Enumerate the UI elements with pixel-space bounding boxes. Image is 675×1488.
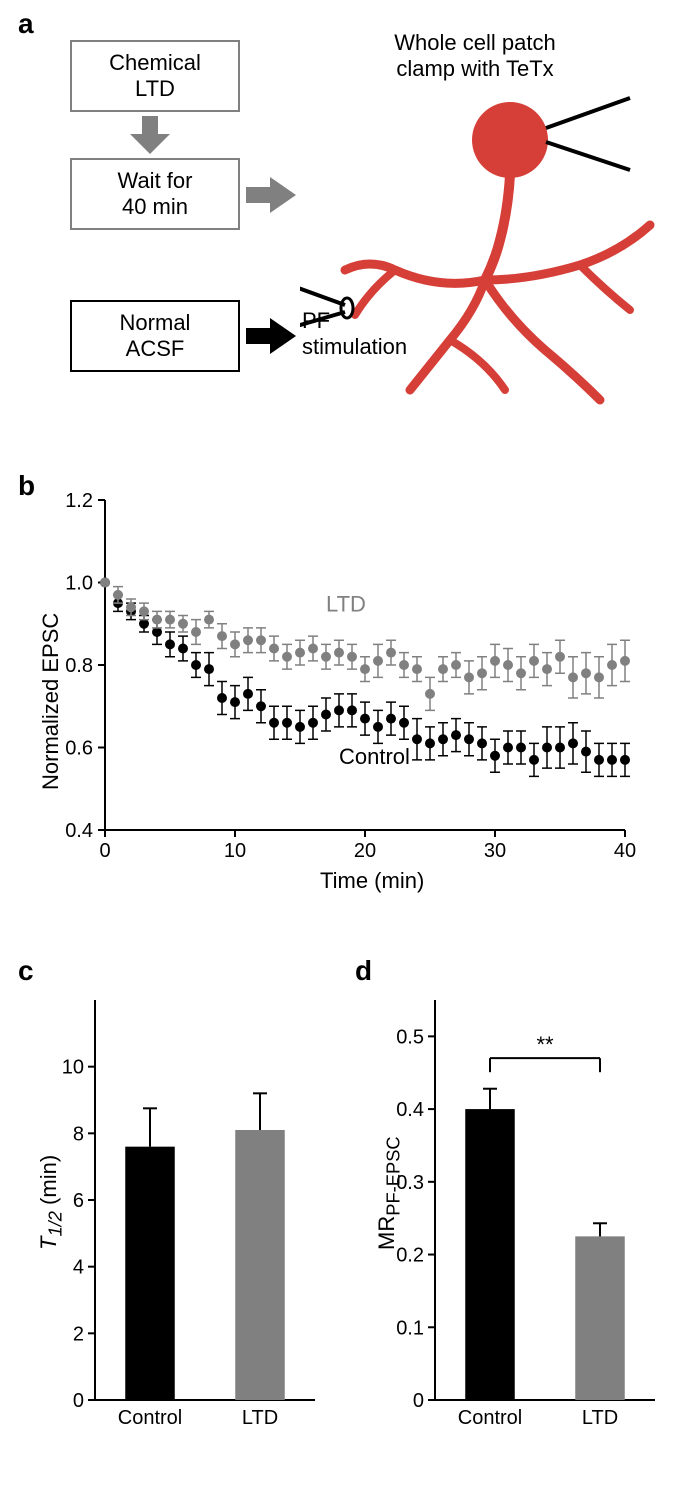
svg-text:0.6: 0.6 [65, 738, 93, 760]
chart-b-ylabel: Normalized EPSC [38, 613, 64, 790]
svg-text:Control: Control [458, 1407, 522, 1429]
svg-text:0.4: 0.4 [65, 820, 93, 842]
svg-text:0.1: 0.1 [396, 1317, 424, 1339]
arrow-right-gray-icon [244, 173, 300, 217]
svg-text:0: 0 [99, 840, 110, 862]
text-whole-cell-content: Whole cell patch clamp with TeTx [394, 30, 555, 81]
svg-text:0.4: 0.4 [396, 1099, 424, 1121]
svg-text:8: 8 [73, 1123, 84, 1145]
panel-d: 00.10.20.30.40.5ControlLTD** MRPF-EPSC [340, 950, 670, 1480]
svg-text:**: ** [536, 1032, 554, 1057]
svg-text:LTD: LTD [242, 1407, 278, 1429]
svg-text:20: 20 [354, 840, 376, 862]
svg-text:6: 6 [73, 1190, 84, 1212]
svg-text:1.0: 1.0 [65, 573, 93, 595]
svg-text:10: 10 [62, 1057, 84, 1079]
figure: a Chemical LTD Wait for 40 min Normal AC… [0, 0, 675, 1488]
chart-b-xlabel: Time (min) [320, 868, 424, 894]
chart-d-ylabel: MRPF-EPSC [374, 1136, 404, 1250]
svg-text:0: 0 [73, 1390, 84, 1412]
svg-text:0.8: 0.8 [65, 655, 93, 677]
box-acsf-text: Normal ACSF [120, 310, 191, 363]
svg-text:LTD: LTD [326, 591, 366, 616]
svg-text:Control: Control [118, 1407, 182, 1429]
svg-text:0.5: 0.5 [396, 1026, 424, 1048]
svg-text:LTD: LTD [582, 1407, 618, 1429]
box-wait-text: Wait for 40 min [118, 168, 193, 221]
panel-a: Chemical LTD Wait for 40 min Normal ACSF… [0, 0, 675, 440]
panel-b: 0.4 0.6 0.8 1.0 1.2 0 10 20 30 40 Control LTD Norma… [0, 470, 675, 900]
svg-text:40: 40 [614, 840, 636, 862]
svg-text:4: 4 [73, 1257, 84, 1279]
panel-c: 0 2 4 6 8 10 Control LTD T1/2 (min) [0, 950, 340, 1480]
box-wait: Wait for 40 min [70, 158, 240, 230]
arrow-right-black-icon [244, 314, 300, 358]
svg-text:2: 2 [73, 1323, 84, 1345]
neuron-diagram [300, 80, 670, 420]
box-acsf: Normal ACSF [70, 300, 240, 372]
text-whole-cell: Whole cell patch clamp with TeTx [310, 30, 640, 83]
box-chemical-ltd: Chemical LTD [70, 40, 240, 112]
chart-c-ylabel: T1/2 (min) [36, 1155, 66, 1250]
svg-text:1.2: 1.2 [65, 490, 93, 512]
arrow-down-icon [120, 114, 180, 158]
box-chemical-ltd-text: Chemical LTD [109, 50, 201, 103]
svg-text:10: 10 [224, 840, 246, 862]
svg-text:Control: Control [339, 744, 410, 769]
svg-text:30: 30 [484, 840, 506, 862]
svg-text:0: 0 [413, 1390, 424, 1412]
chart-b: 0.4 0.6 0.8 1.0 1.2 0 10 20 30 40 Control LTD [0, 470, 675, 900]
